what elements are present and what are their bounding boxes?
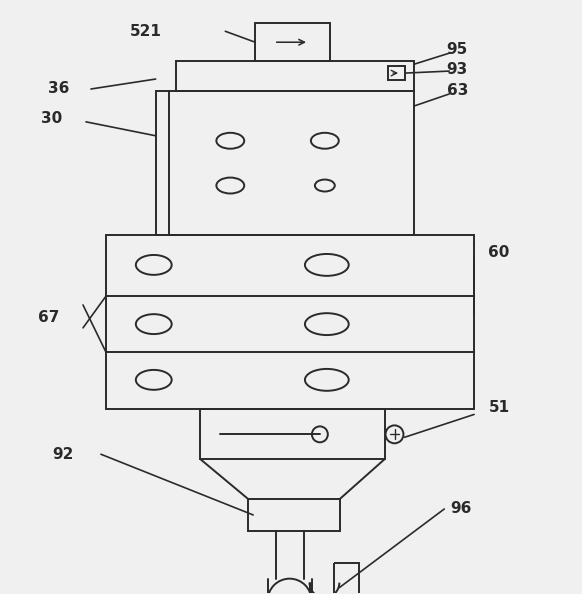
Text: 51: 51	[488, 400, 510, 415]
Text: 96: 96	[450, 501, 472, 517]
Text: 521: 521	[130, 24, 162, 39]
Text: 92: 92	[52, 447, 74, 462]
Text: 30: 30	[41, 111, 62, 127]
Text: 93: 93	[446, 62, 468, 77]
Text: 95: 95	[446, 42, 468, 56]
Text: 67: 67	[38, 311, 60, 326]
Text: 60: 60	[488, 245, 510, 260]
Text: 63: 63	[446, 84, 468, 99]
Text: 36: 36	[48, 81, 70, 96]
